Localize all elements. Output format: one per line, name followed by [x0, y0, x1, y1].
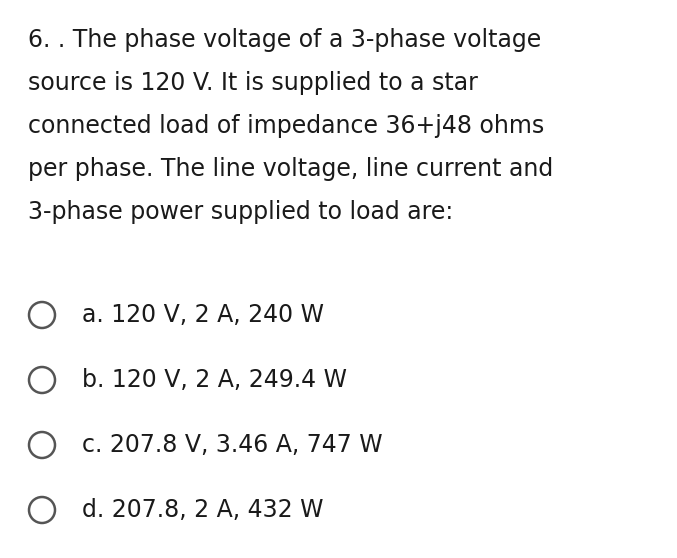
Text: 6. . The phase voltage of a 3-phase voltage: 6. . The phase voltage of a 3-phase volt…	[28, 28, 541, 52]
Text: source is 120 V. It is supplied to a star: source is 120 V. It is supplied to a sta…	[28, 71, 478, 95]
Text: d. 207.8, 2 A, 432 W: d. 207.8, 2 A, 432 W	[82, 498, 324, 522]
Text: a. 120 V, 2 A, 240 W: a. 120 V, 2 A, 240 W	[82, 303, 324, 327]
Text: connected load of impedance 36+j48 ohms: connected load of impedance 36+j48 ohms	[28, 114, 544, 138]
Text: c. 207.8 V, 3.46 A, 747 W: c. 207.8 V, 3.46 A, 747 W	[82, 433, 383, 457]
Text: 3-phase power supplied to load are:: 3-phase power supplied to load are:	[28, 200, 453, 224]
Text: b. 120 V, 2 A, 249.4 W: b. 120 V, 2 A, 249.4 W	[82, 368, 347, 392]
Text: per phase. The line voltage, line current and: per phase. The line voltage, line curren…	[28, 157, 553, 181]
